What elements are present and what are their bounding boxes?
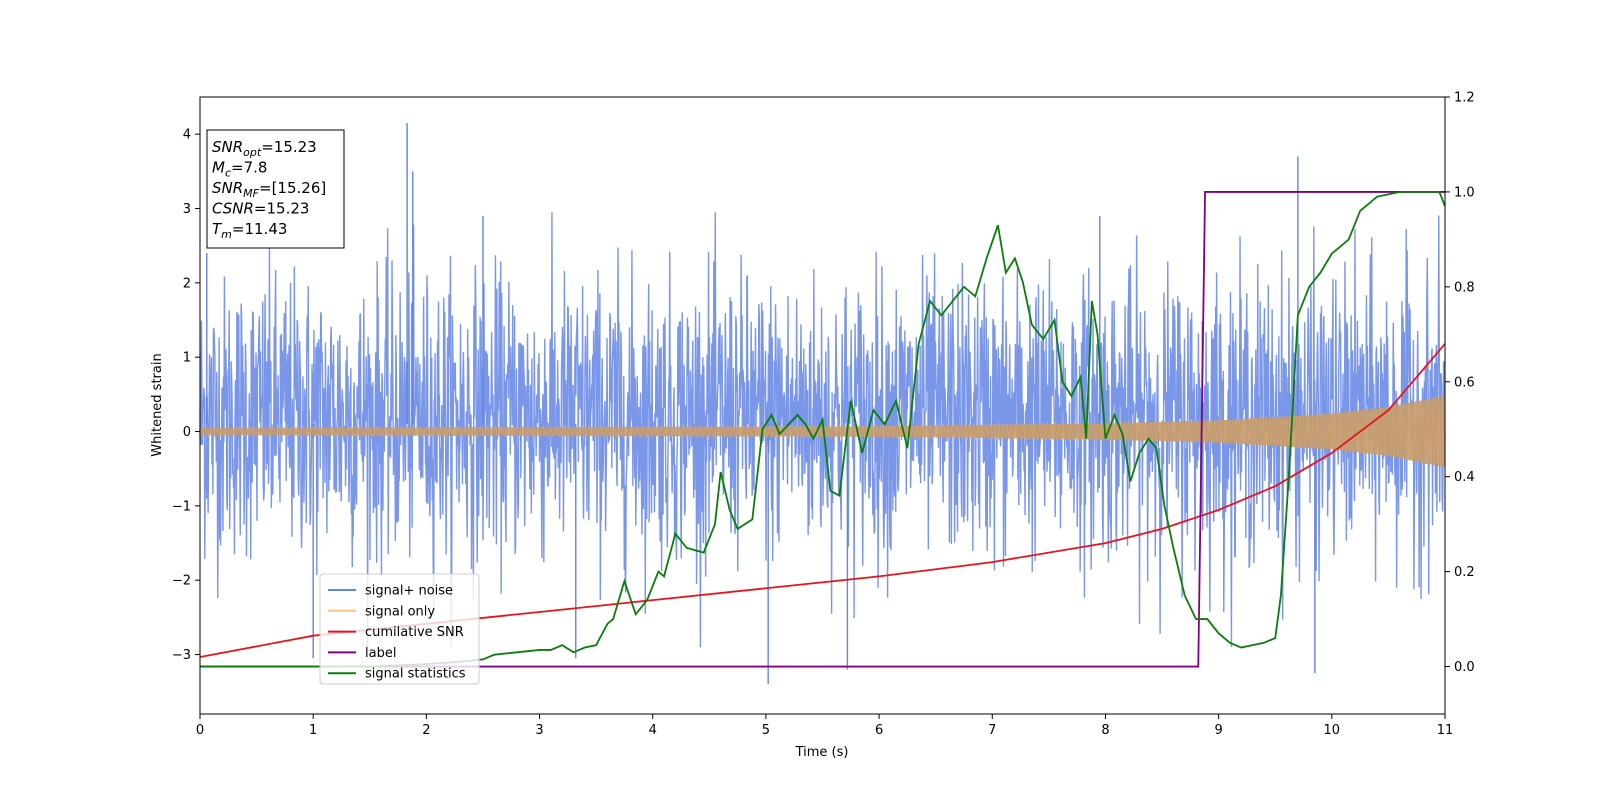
annotation-line-1: Mc=7.8: [212, 159, 267, 180]
x-axis-label: Time (s): [795, 745, 849, 760]
y-tick-label-5: 2: [183, 276, 191, 291]
y-tick-label-4: 1: [183, 351, 191, 366]
legend-label-0: signal+ noise: [365, 584, 453, 599]
x-tick-label-9: 9: [1214, 723, 1222, 738]
annotation-box: SNRopt=15.23Mc=7.8SNRMF=[15.26]CSNR=15.2…: [206, 129, 345, 249]
legend-label-3: label: [365, 646, 396, 661]
x-tick-label-8: 8: [1101, 723, 1109, 738]
y2-tick-label-4: 0.8: [1454, 280, 1475, 295]
x-tick-label-10: 10: [1324, 723, 1341, 738]
y-tick-label-1: −2: [172, 574, 191, 589]
y2-tick-label-5: 1.0: [1454, 185, 1475, 200]
legend-label-4: signal statistics: [365, 667, 466, 682]
y2-tick-label-3: 0.6: [1454, 375, 1475, 390]
y-tick-label-6: 3: [183, 202, 191, 217]
line-label: [200, 191, 1445, 668]
annotation-frame: [206, 129, 345, 249]
x-tick-label-7: 7: [988, 723, 996, 738]
legend-label-2: cumilative SNR: [365, 625, 464, 640]
line-signal-statistics: [200, 191, 1446, 668]
plot-frame: [199, 96, 1446, 715]
x-tick-label-0: 0: [196, 723, 204, 738]
y2-tick-label-1: 0.2: [1454, 565, 1475, 580]
y-tick-label-0: −3: [172, 648, 191, 663]
y2-tick-label-0: 0.0: [1454, 660, 1475, 675]
y-axis-right: 0.0 0.2 0.4 0.6 0.8 1.0 1.2: [1445, 91, 1475, 675]
y-tick-label-7: 4: [183, 128, 191, 143]
x-tick-label-11: 11: [1437, 723, 1454, 738]
y-tick-label-2: −1: [172, 499, 191, 514]
annotation-line-0: SNRopt=15.23: [212, 138, 317, 159]
annotation-line-2: SNRMF=[15.26]: [212, 179, 326, 200]
y2-tick-label-6: 1.2: [1454, 91, 1475, 106]
signal-envelope: [200, 395, 1445, 468]
annotation-line-4: Tm=11.43: [212, 220, 287, 241]
y-axis-label: Whitened strain: [150, 353, 165, 456]
x-tick-label-1: 1: [309, 723, 317, 738]
series-signal-only: [199, 395, 1446, 468]
x-tick-label-5: 5: [762, 723, 770, 738]
x-tick-label-6: 6: [875, 723, 883, 738]
annotation-line-3: CSNR=15.23: [212, 200, 309, 218]
x-axis: 0 1 2 3 4 5 6 7 8 9 10 11: [196, 714, 1453, 738]
x-tick-label-3: 3: [535, 723, 543, 738]
legend-label-1: signal only: [365, 604, 435, 619]
x-tick-label-4: 4: [649, 723, 657, 738]
x-tick-label-2: 2: [422, 723, 430, 738]
y-axis-left: −3 −2 −1 0 1 2 3 4: [172, 128, 200, 663]
legend: signal+ noise signal only cumilative SNR la…: [319, 573, 480, 685]
y2-tick-label-2: 0.4: [1454, 470, 1475, 485]
y-tick-label-3: 0: [183, 425, 191, 440]
legend-frame: [319, 573, 480, 685]
